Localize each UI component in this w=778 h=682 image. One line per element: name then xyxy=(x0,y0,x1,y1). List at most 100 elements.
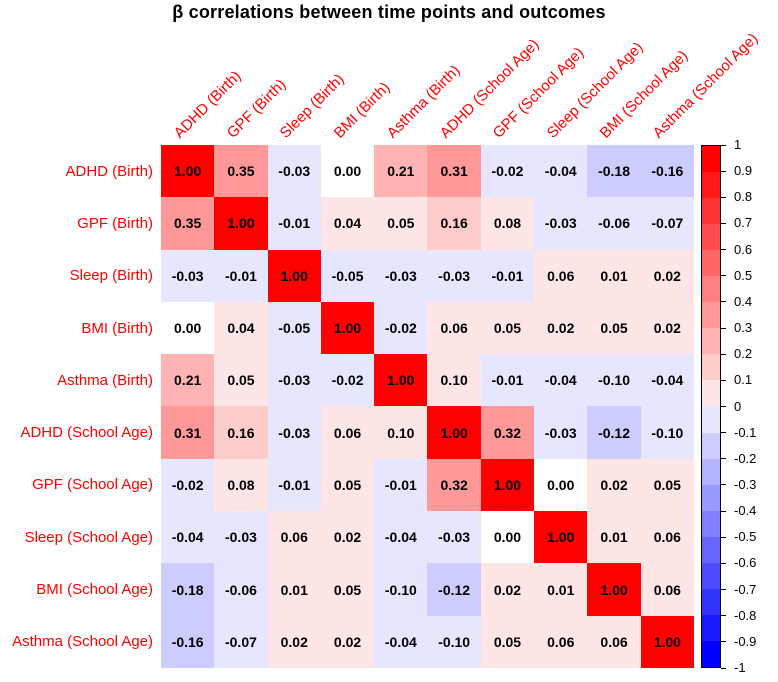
colorbar-tick xyxy=(721,144,726,146)
colorbar-segment xyxy=(702,224,720,251)
matrix-cell: -0.04 xyxy=(374,615,428,668)
colorbar-tick xyxy=(721,196,726,198)
matrix-cell: 0.16 xyxy=(427,197,481,250)
matrix-cell: 0.05 xyxy=(587,301,641,355)
colorbar-segment xyxy=(702,198,720,225)
matrix-cell: 0.02 xyxy=(320,615,375,668)
matrix-cell: 0.06 xyxy=(534,249,588,302)
colorbar-segment xyxy=(702,328,720,355)
colorbar-tick-label: 0.3 xyxy=(734,320,753,336)
matrix-cell: -0.01 xyxy=(267,197,321,250)
row-label: GPF (Birth) xyxy=(77,214,153,232)
matrix-cell: 0.21 xyxy=(374,145,428,198)
row-label: Sleep (School Age) xyxy=(24,528,153,546)
matrix-cell: -0.02 xyxy=(161,458,215,512)
matrix-cell: -0.03 xyxy=(534,197,588,250)
heatmap-matrix: 1.00 0.35 -0.03 0.00 0.21 0.31 -0.02 -0.04 -0.18… xyxy=(161,145,694,668)
colorbar-segment xyxy=(702,458,720,485)
matrix-cell: -0.03 xyxy=(534,406,588,459)
row-label: BMI (School Age) xyxy=(36,581,153,599)
matrix-cell: -0.01 xyxy=(374,458,428,512)
colorbar-tick xyxy=(721,536,726,538)
matrix-cell: 1.00 xyxy=(534,511,588,564)
matrix-cell: -0.03 xyxy=(267,145,321,198)
matrix-cell: 0.35 xyxy=(161,197,215,250)
matrix-cell: 0.06 xyxy=(587,615,641,668)
matrix-cell: 0.05 xyxy=(480,301,535,355)
colorbar-tick xyxy=(721,406,726,407)
row-label: ADHD (Birth) xyxy=(65,162,153,180)
matrix-cell: 0.02 xyxy=(267,615,321,668)
colorbar-segment xyxy=(702,146,720,173)
colorbar-tick xyxy=(721,667,726,669)
matrix-cell: 0.02 xyxy=(534,301,588,355)
matrix-cell: 0.06 xyxy=(320,406,375,459)
matrix-cell: -0.03 xyxy=(267,354,321,407)
colorbar-tick xyxy=(721,275,726,277)
row-label: Asthma (Birth) xyxy=(57,371,153,389)
column-label: Asthma (School Age) xyxy=(650,30,762,142)
colorbar-tick xyxy=(721,562,726,564)
matrix-cell: 0.10 xyxy=(427,354,481,407)
matrix-cell: 1.00 xyxy=(267,249,321,302)
colorbar-tick xyxy=(721,589,726,591)
colorbar-tick-label: 0.6 xyxy=(734,241,753,257)
matrix-cell: 0.00 xyxy=(534,458,588,512)
colorbar-tick-label: -0.8 xyxy=(734,607,757,623)
matrix-cell: -0.02 xyxy=(320,354,375,407)
matrix-cell: -0.10 xyxy=(427,615,481,668)
matrix-cell: 1.00 xyxy=(214,197,268,250)
matrix-cell: -0.03 xyxy=(427,511,481,564)
matrix-cell: 0.31 xyxy=(161,406,215,459)
matrix-cell: 0.06 xyxy=(267,511,321,564)
row-label: GPF (School Age) xyxy=(32,476,153,494)
colorbar-segment xyxy=(702,302,720,329)
matrix-cell: -0.03 xyxy=(374,249,428,302)
matrix-cell: 0.31 xyxy=(427,145,481,198)
colorbar-tick xyxy=(721,484,726,486)
matrix-cell: 0.02 xyxy=(320,511,375,564)
matrix-cell: -0.03 xyxy=(161,249,215,302)
colorbar-tick xyxy=(721,615,726,617)
colorbar-segment xyxy=(702,172,720,199)
matrix-cell: 0.05 xyxy=(320,458,375,512)
matrix-cell: -0.10 xyxy=(587,354,641,407)
colorbar xyxy=(701,145,721,668)
matrix-cell: 0.35 xyxy=(214,145,268,198)
matrix-cell: -0.01 xyxy=(480,249,535,302)
matrix-cell: -0.16 xyxy=(640,145,694,198)
matrix-cell: 0.32 xyxy=(480,406,535,459)
matrix-cell: 1.00 xyxy=(587,563,641,616)
matrix-cell: -0.04 xyxy=(534,354,588,407)
matrix-cell: 0.10 xyxy=(374,406,428,459)
colorbar-tick-label: 0.9 xyxy=(734,163,753,179)
colorbar-segment xyxy=(702,354,720,381)
colorbar-tick xyxy=(721,510,726,512)
colorbar-tick-label: 0.8 xyxy=(734,189,753,205)
matrix-cell: -0.10 xyxy=(640,406,694,459)
matrix-cell: 0.04 xyxy=(320,197,375,250)
matrix-cell: 0.00 xyxy=(480,511,535,564)
colorbar-segment xyxy=(702,250,720,277)
colorbar-segment xyxy=(702,432,720,459)
matrix-cell: -0.07 xyxy=(640,197,694,250)
column-label: Sleep (School Age) xyxy=(543,38,647,142)
matrix-cell: 0.05 xyxy=(640,458,694,512)
colorbar-tick-label: -0.7 xyxy=(734,581,757,597)
matrix-cell: 0.04 xyxy=(214,301,268,355)
matrix-cell: 0.01 xyxy=(534,563,588,616)
colorbar-tick-label: 1 xyxy=(734,137,742,152)
row-label: BMI (Birth) xyxy=(81,319,153,337)
matrix-cell: -0.01 xyxy=(214,249,268,302)
matrix-cell: -0.06 xyxy=(214,563,268,616)
colorbar-tick xyxy=(721,222,726,224)
matrix-cell: -0.03 xyxy=(214,511,268,564)
colorbar-tick-label: -0.1 xyxy=(734,424,757,440)
matrix-cell: 1.00 xyxy=(161,145,215,198)
colorbar-tick xyxy=(721,353,726,355)
colorbar-tick xyxy=(721,458,726,460)
column-label: ADHD (School Age) xyxy=(436,35,543,142)
row-label: Sleep (Birth) xyxy=(69,267,153,285)
matrix-cell: 0.01 xyxy=(587,511,641,564)
matrix-cell: -0.02 xyxy=(480,145,535,198)
